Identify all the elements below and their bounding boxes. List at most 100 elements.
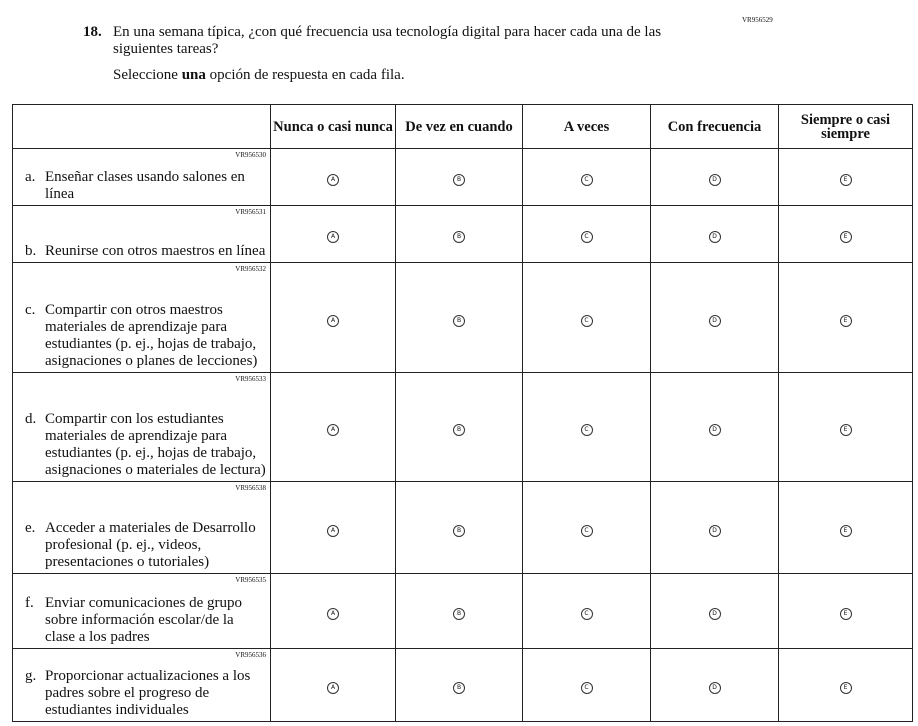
answer-bubble[interactable]: E	[839, 424, 852, 436]
header-row: Nunca o casi nunca De vez en cuando A vece…	[12, 104, 913, 149]
bubble-cell: A	[270, 481, 396, 574]
bubble-cell: A	[270, 148, 396, 206]
item-text: Acceder a materiales de Desarrollo profe…	[45, 520, 256, 570]
bubble-cell: E	[778, 148, 913, 206]
answer-bubble[interactable]: C	[580, 524, 593, 537]
answer-bubble[interactable]: C	[580, 314, 593, 327]
item-row: VR956535 f. Enviar comunicaciones de grupo…	[12, 573, 913, 649]
item-text: Enseñar clases usando salones en línea	[45, 169, 245, 202]
answer-bubble[interactable]: B	[453, 314, 465, 327]
item-cell: VR956530 a. Enseñar clases usando salones …	[12, 148, 271, 206]
item-label: d. Compartir con los estudiantes material…	[25, 411, 266, 479]
item-cell: VR956535 f. Enviar comunicaciones de grupo…	[12, 573, 271, 649]
bubble-cell: A	[270, 372, 396, 482]
bubble-cell: E	[778, 648, 913, 722]
item-cell: VR956538 e. Acceder a materiales de Desarr…	[12, 481, 271, 574]
answer-bubble[interactable]: D	[708, 231, 721, 243]
answer-bubble[interactable]: B	[453, 682, 465, 694]
item-cell: VR956536 g. Proporcionar actualizaciones a…	[12, 648, 271, 722]
bubble-cell: D	[650, 262, 779, 373]
question-code: VR956529	[742, 16, 773, 24]
answer-bubble[interactable]: E	[839, 608, 852, 620]
answer-bubble[interactable]: A	[327, 314, 339, 327]
answer-bubble[interactable]: C	[580, 608, 593, 620]
question-text: En una semana típica, ¿con qué frecuenci…	[113, 24, 662, 57]
column-header: Con frecuencia	[650, 104, 779, 149]
item-label: b. Reunirse con otros maestros en línea	[25, 243, 266, 260]
instruction-bold: una	[181, 67, 206, 83]
answer-bubble[interactable]: A	[327, 174, 339, 186]
column-header: A veces	[522, 104, 651, 149]
answer-bubble[interactable]: E	[839, 174, 852, 186]
bubble-cell: E	[778, 481, 913, 574]
answer-bubble[interactable]: D	[708, 174, 721, 186]
item-code: VR956530	[235, 151, 266, 159]
bubble-cell: D	[650, 573, 779, 649]
answer-bubble[interactable]: A	[327, 524, 339, 537]
bubble-cell: D	[650, 205, 779, 263]
answer-bubble[interactable]: E	[839, 682, 852, 694]
bubble-cell: D	[650, 372, 779, 482]
answer-bubble[interactable]: E	[839, 231, 852, 243]
item-cell: VR956531 b. Reunirse con otros maestros en…	[12, 205, 271, 263]
item-row: VR956533 d. Compartir con los estudiantes …	[12, 372, 913, 482]
column-header: Nunca o casi nunca	[270, 104, 396, 149]
answer-bubble[interactable]: C	[580, 231, 593, 243]
item-letter: f.	[25, 595, 34, 611]
item-text: Reunirse con otros maestros en línea	[45, 243, 266, 259]
question-number: 18.	[83, 24, 102, 40]
answer-bubble[interactable]: A	[327, 682, 339, 694]
answer-bubble[interactable]: A	[327, 608, 339, 620]
answer-bubble[interactable]: E	[839, 314, 852, 327]
answer-bubble[interactable]: B	[453, 424, 465, 436]
item-letter: d.	[25, 411, 37, 427]
bubble-cell: C	[522, 648, 651, 722]
bubble-cell: B	[395, 648, 523, 722]
item-letter: a.	[25, 169, 36, 185]
item-letter: b.	[25, 243, 37, 259]
response-table: Nunca o casi nunca De vez en cuando A vece…	[12, 104, 913, 722]
answer-bubble[interactable]: D	[708, 314, 721, 327]
answer-bubble[interactable]: B	[453, 608, 465, 620]
bubble-cell: E	[778, 205, 913, 263]
bubble-cell: B	[395, 148, 523, 206]
bubble-cell: A	[270, 648, 396, 722]
answer-bubble[interactable]: D	[708, 424, 721, 436]
answer-bubble[interactable]: C	[580, 682, 593, 694]
answer-bubble[interactable]: D	[708, 608, 721, 620]
item-row: VR956536 g. Proporcionar actualizaciones a…	[12, 648, 913, 722]
item-code: VR956535	[235, 576, 266, 584]
header-blank	[12, 104, 271, 149]
instruction-text: opción de respuesta en cada fila.	[205, 67, 405, 83]
bubble-cell: B	[395, 573, 523, 649]
item-label: c. Compartir con otros maestros materiale…	[25, 302, 266, 370]
item-code: VR956532	[235, 265, 266, 273]
bubble-cell: C	[522, 148, 651, 206]
bubble-cell: A	[270, 573, 396, 649]
item-letter: c.	[25, 302, 36, 318]
answer-bubble[interactable]: C	[580, 424, 593, 436]
answer-bubble[interactable]: C	[580, 174, 593, 186]
answer-bubble[interactable]: B	[453, 231, 465, 243]
item-letter: e.	[25, 520, 36, 536]
item-text: Proporcionar actualizaciones a los padre…	[45, 668, 251, 718]
answer-bubble[interactable]: B	[453, 174, 465, 186]
bubble-cell: B	[395, 205, 523, 263]
bubble-cell: B	[395, 262, 523, 373]
item-code: VR956531	[235, 208, 266, 216]
answer-bubble[interactable]: B	[453, 524, 465, 537]
answer-bubble[interactable]: E	[839, 524, 852, 537]
bubble-cell: E	[778, 262, 913, 373]
answer-bubble[interactable]: D	[708, 524, 721, 537]
item-row: VR956532 c. Compartir con otros maestros m…	[12, 262, 913, 373]
bubble-cell: C	[522, 262, 651, 373]
bubble-cell: A	[270, 205, 396, 263]
item-text: Compartir con los estudiantes materiales…	[45, 411, 266, 478]
answer-bubble[interactable]: A	[327, 231, 339, 243]
answer-bubble[interactable]: A	[327, 424, 339, 436]
item-label: g. Proporcionar actualizaciones a los pad…	[25, 668, 266, 719]
answer-bubble[interactable]: D	[708, 682, 721, 694]
bubble-cell: D	[650, 648, 779, 722]
item-row: VR956538 e. Acceder a materiales de Desarr…	[12, 481, 913, 574]
